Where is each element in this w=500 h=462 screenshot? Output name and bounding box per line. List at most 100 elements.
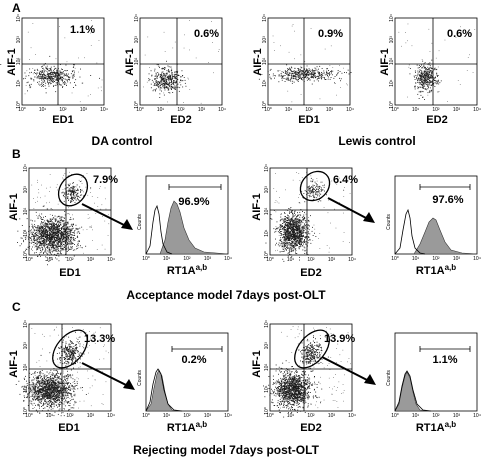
y-tick-label: 10⁴ xyxy=(23,164,29,172)
x-tick-label: 10⁰ xyxy=(264,107,272,113)
x-tick-label: 10³ xyxy=(80,107,88,113)
y-tick-label: 10³ xyxy=(23,186,29,194)
scatter-plot-a2: 0.6% AIF-1 ED2 xyxy=(124,17,223,126)
arrow-b2 xyxy=(327,197,375,223)
dot-cloud xyxy=(255,24,352,103)
histogram-c1: 0.2% Counts RT1Aa,b xyxy=(137,332,229,434)
x-tick-label: 10¹ xyxy=(157,107,165,113)
marker-percent: 96.9% xyxy=(178,196,209,208)
x-tick-label: 10² xyxy=(66,413,74,419)
y-axis-label: AIF-1 xyxy=(6,48,18,76)
caption-da-control: DA control xyxy=(92,134,153,148)
x-tick-label: 10⁴ xyxy=(224,256,232,262)
y-tick-label: 10⁰ xyxy=(262,101,268,109)
x-tick-label: 10⁴ xyxy=(100,107,108,113)
x-tick-label: 10³ xyxy=(328,257,336,263)
histogram-filled xyxy=(145,369,181,412)
x-tick-label: 10³ xyxy=(453,256,461,262)
gate-percent: 0.9% xyxy=(318,28,343,40)
x-tick-label: 10² xyxy=(432,256,440,262)
histogram-filled xyxy=(395,217,478,255)
caption-rejecting: Rejecting model 7days post-OLT xyxy=(133,443,319,457)
x-tick-label: 10¹ xyxy=(412,256,420,262)
x-tick-label: 10² xyxy=(307,413,315,419)
x-tick-label: 10³ xyxy=(453,413,461,419)
gate-percent: 1.1% xyxy=(70,24,95,36)
caption-acceptance: Acceptance model 7days post-OLT xyxy=(126,288,326,302)
arrow-c1 xyxy=(81,362,135,390)
y-tick-label: 10⁴ xyxy=(264,320,270,328)
histogram-b1: 96.9% Counts RT1Aa,b xyxy=(137,175,229,277)
x-axis-label: ED1 xyxy=(58,422,79,434)
y-tick-label: 10⁴ xyxy=(23,320,29,328)
x-axis-label: RT1Aa,b xyxy=(416,263,456,277)
gate-ellipse xyxy=(52,329,88,369)
y-tick-label: 10³ xyxy=(16,36,22,44)
x-axis-label: RT1Aa,b xyxy=(167,263,207,277)
x-tick-label: 10¹ xyxy=(46,413,54,419)
x-tick-label: 10⁰ xyxy=(136,107,144,113)
gate-ellipse xyxy=(57,173,89,207)
x-tick-label: 10¹ xyxy=(412,107,420,113)
panel-letter-a: A xyxy=(12,1,21,15)
y-tick-label: 10³ xyxy=(134,36,140,44)
gate-percent: 0.6% xyxy=(194,28,219,40)
scatter-plot-c2: 13.9% AIF-1 ED2 xyxy=(251,323,355,434)
x-tick-label: 10⁴ xyxy=(107,257,115,263)
x-tick-label: 10² xyxy=(305,107,313,113)
y-tick-label: 10² xyxy=(23,208,29,216)
y-tick-label: 10² xyxy=(264,208,270,216)
marker-percent: 1.1% xyxy=(432,354,457,366)
x-tick-label: 10³ xyxy=(326,107,334,113)
y-axis-label: Counts xyxy=(386,370,392,386)
y-tick-label: 10² xyxy=(262,58,268,66)
dot-cloud xyxy=(15,327,110,417)
y-tick-label: 10³ xyxy=(262,36,268,44)
histogram-filled xyxy=(146,200,229,255)
x-tick-label: 10³ xyxy=(87,413,95,419)
x-tick-label: 10⁴ xyxy=(473,107,481,113)
x-tick-label: 10¹ xyxy=(287,257,295,263)
y-tick-label: 10⁰ xyxy=(16,101,22,109)
x-tick-label: 10³ xyxy=(204,256,212,262)
arrow-b1 xyxy=(81,203,133,230)
x-tick-label: 10² xyxy=(59,107,67,113)
x-axis-label: RT1Aa,b xyxy=(167,420,207,434)
histogram-outline xyxy=(145,368,183,412)
caption-lewis-control: Lewis control xyxy=(338,134,415,148)
x-tick-label: 10⁴ xyxy=(224,413,232,419)
y-tick-label: 10⁰ xyxy=(264,251,270,259)
x-tick-label: 10² xyxy=(432,107,440,113)
y-axis-label: AIF-1 xyxy=(124,48,136,76)
x-tick-label: 10⁴ xyxy=(473,256,481,262)
x-tick-label: 10⁴ xyxy=(346,107,354,113)
gate-percent: 13.9% xyxy=(324,333,355,345)
histogram-outline xyxy=(394,208,426,255)
y-tick-label: 10¹ xyxy=(264,385,270,393)
x-tick-label: 10¹ xyxy=(39,107,47,113)
x-tick-label: 10³ xyxy=(453,107,461,113)
x-tick-label: 10⁴ xyxy=(473,413,481,419)
gate-percent: 6.4% xyxy=(333,174,358,186)
y-tick-label: 10⁴ xyxy=(264,164,270,172)
y-tick-label: 10¹ xyxy=(264,229,270,237)
x-tick-label: 10¹ xyxy=(285,107,293,113)
x-axis-label: RT1Aa,b xyxy=(416,420,456,434)
y-tick-label: 10¹ xyxy=(23,385,29,393)
y-tick-label: 10⁰ xyxy=(134,101,140,109)
x-tick-label: 10⁴ xyxy=(348,413,356,419)
x-axis-label: ED1 xyxy=(52,114,73,126)
x-axis-label: ED2 xyxy=(426,114,447,126)
x-tick-label: 10¹ xyxy=(287,413,295,419)
scatter-plot-a3: 0.9% AIF-1 ED1 xyxy=(252,17,352,126)
x-tick-label: 10⁰ xyxy=(18,107,26,113)
y-tick-label: 10² xyxy=(23,364,29,372)
x-tick-label: 10⁴ xyxy=(348,257,356,263)
y-tick-label: 10⁴ xyxy=(16,14,22,22)
x-axis-label: ED2 xyxy=(170,114,191,126)
dot-cloud xyxy=(143,20,220,104)
gate-percent: 0.6% xyxy=(447,28,472,40)
x-tick-label: 10⁰ xyxy=(391,107,399,113)
dot-cloud xyxy=(0,20,103,103)
